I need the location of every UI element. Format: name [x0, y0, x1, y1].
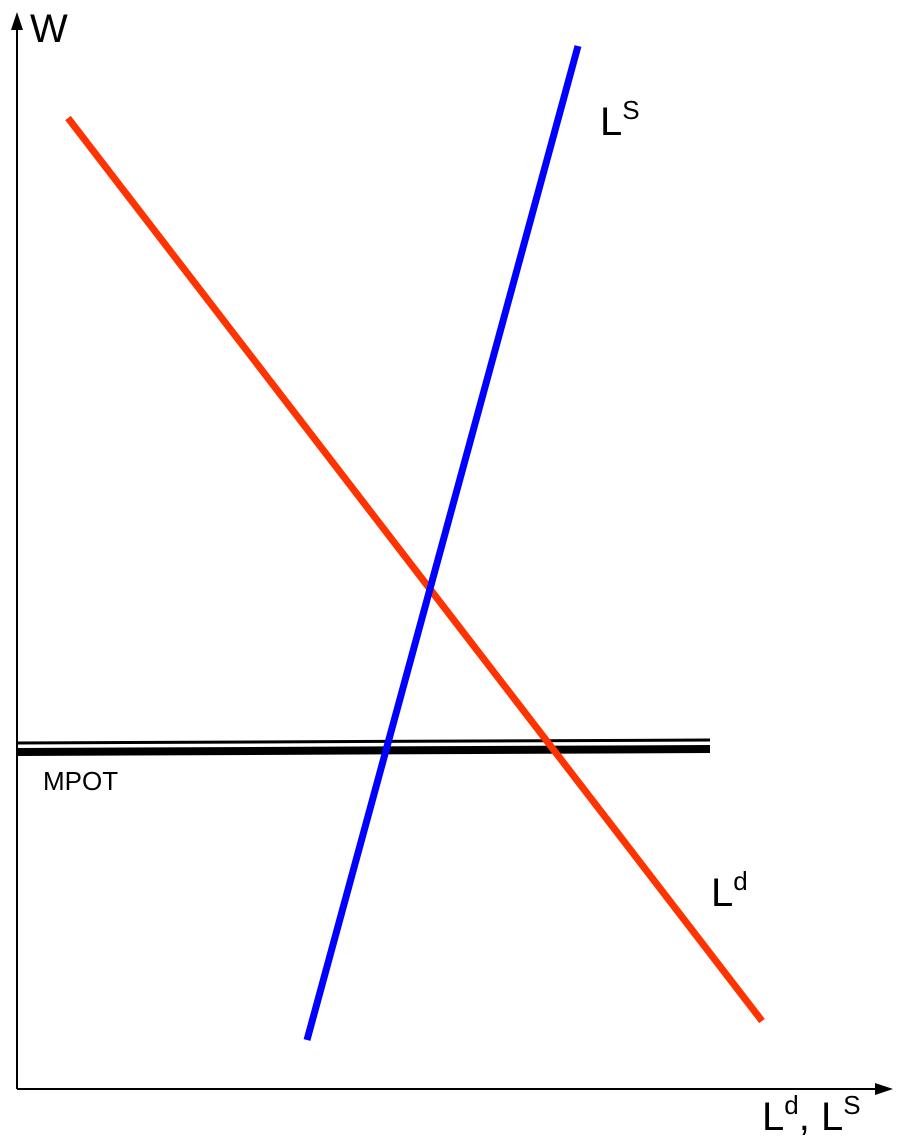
x-axis-arrow	[875, 1083, 893, 1095]
demand-curve	[65, 115, 765, 1024]
y-axis-label: W	[30, 7, 68, 51]
x-axis-label-main-1: L	[762, 1095, 784, 1139]
x-axis-label-sep: , L	[799, 1095, 843, 1139]
supply-label: LS	[600, 95, 640, 144]
x-axis-label-sup-1: d	[784, 1090, 798, 1120]
x-axis-label-sup-2: S	[843, 1090, 860, 1120]
mpot-label: MPOT	[43, 766, 118, 796]
mpot-line-thick	[16, 745, 711, 756]
supply-label-sup: S	[622, 95, 639, 125]
y-axis-arrow	[11, 12, 23, 30]
demand-label-sup: d	[733, 866, 747, 896]
demand-label-main: L	[711, 871, 733, 915]
demand-label: Ld	[711, 866, 748, 915]
mpot-line-thin	[16, 738, 711, 745]
supply-curve	[303, 45, 582, 1041]
supply-label-main: L	[600, 100, 622, 144]
x-axis-label: Ld, LS	[762, 1090, 861, 1139]
